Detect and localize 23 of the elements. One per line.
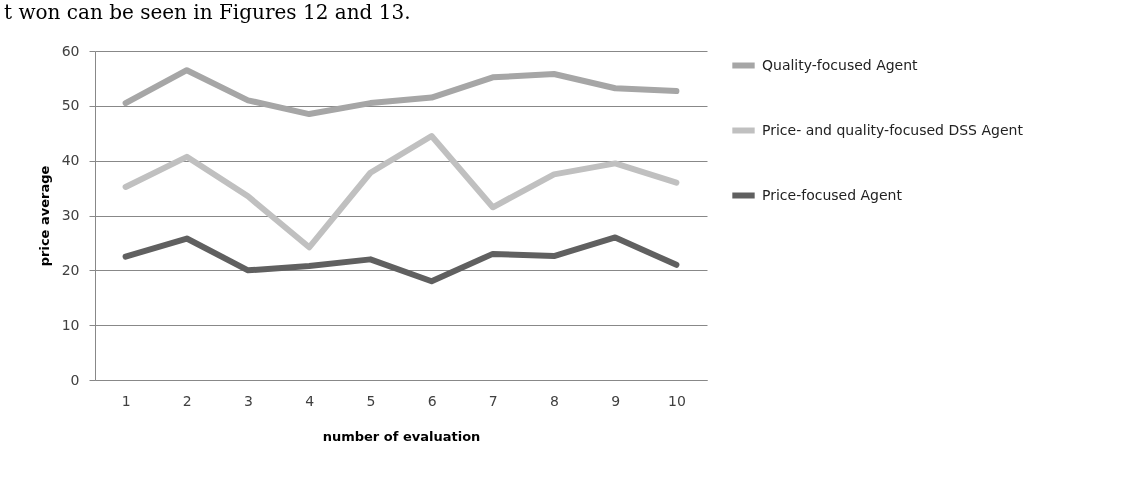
y-tick-label: 20 — [61, 261, 80, 278]
y-tick-label: 40 — [61, 152, 80, 169]
y-tick-label: 0 — [70, 371, 80, 388]
x-tick-label: 4 — [305, 392, 315, 409]
y-axis-title: price average — [36, 165, 52, 267]
y-tick-label: 50 — [61, 97, 80, 114]
x-tick-label: 6 — [427, 392, 437, 409]
legend-label: Price-focused Agent — [762, 186, 903, 203]
x-axis-title: number of evaluation — [322, 428, 481, 444]
x-tick-label: 7 — [488, 392, 498, 409]
text: t won can be seen in Figures 12 and 13. — [3, 0, 412, 24]
x-tick-label: 10 — [667, 392, 686, 409]
x-tick-label: 1 — [121, 392, 131, 409]
x-tick-label: 8 — [550, 392, 559, 409]
x-tick-label: 9 — [611, 392, 621, 409]
legend-label: Quality-focused Agent — [762, 56, 919, 73]
y-tick-label: 10 — [61, 316, 80, 333]
x-tick-label: 5 — [366, 392, 376, 409]
x-tick-label: 2 — [182, 392, 192, 409]
legend-label: Price- and quality-focused DSS Agent — [762, 121, 1024, 138]
y-tick-label: 60 — [61, 42, 80, 59]
x-tick-label: 3 — [244, 392, 253, 409]
y-tick-label: 30 — [61, 207, 80, 223]
